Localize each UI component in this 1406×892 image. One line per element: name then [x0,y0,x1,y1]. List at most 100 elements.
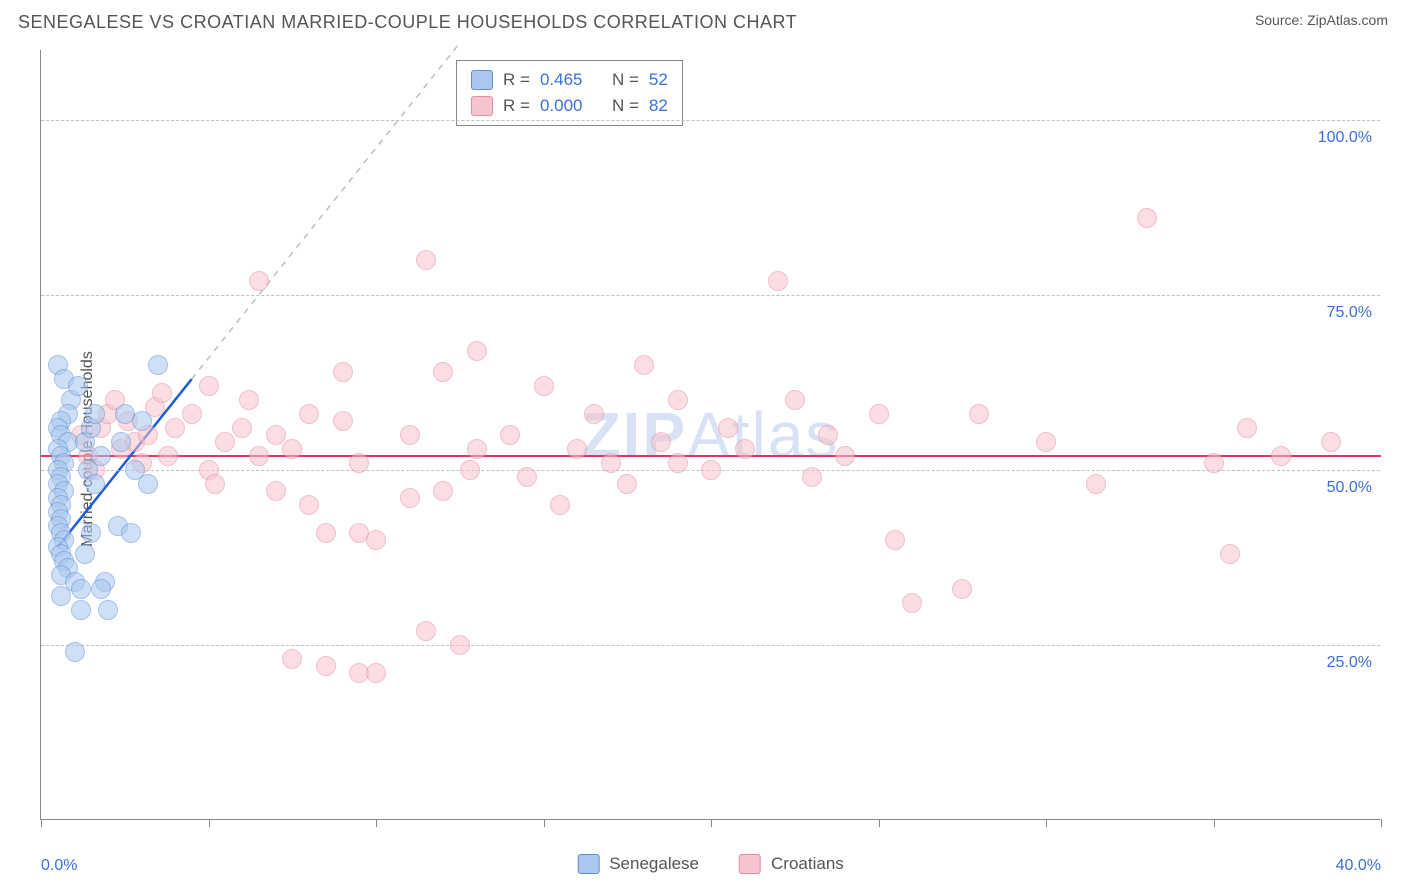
scatter-point-senegalese [75,544,95,564]
stat-r-value: 0.000 [540,93,583,119]
scatter-point-croatians [316,523,336,543]
x-tick [879,819,880,827]
stat-row-a: R = 0.465 N = 52 [471,67,668,93]
scatter-point-croatians [182,404,202,424]
scatter-point-senegalese [71,579,91,599]
scatter-point-croatians [701,460,721,480]
scatter-point-croatians [460,460,480,480]
scatter-point-croatians [718,418,738,438]
legend-label: Croatians [771,854,844,874]
scatter-point-senegalese [91,579,111,599]
scatter-point-croatians [416,250,436,270]
scatter-point-croatians [205,474,225,494]
scatter-point-croatians [152,383,172,403]
scatter-point-croatians [785,390,805,410]
gridline-h [41,295,1380,296]
x-tick [711,819,712,827]
scatter-point-croatians [433,481,453,501]
scatter-point-croatians [165,418,185,438]
swatch-croatians [471,96,493,116]
scatter-point-croatians [1271,446,1291,466]
legend-item-b: Croatians [739,854,844,874]
stats-legend-box: R = 0.465 N = 52 R = 0.000 N = 82 [456,60,683,126]
scatter-point-croatians [1086,474,1106,494]
scatter-point-croatians [316,656,336,676]
scatter-point-croatians [199,376,219,396]
legend-item-a: Senegalese [577,854,699,874]
x-tick [544,819,545,827]
scatter-point-croatians [299,495,319,515]
scatter-point-croatians [534,376,554,396]
scatter-point-croatians [299,404,319,424]
scatter-point-senegalese [71,600,91,620]
scatter-point-croatians [366,663,386,683]
stat-n-value: 52 [649,67,668,93]
source-label: Source: ZipAtlas.com [1255,12,1388,28]
scatter-point-croatians [885,530,905,550]
scatter-point-croatians [467,439,487,459]
scatter-point-croatians [668,453,688,473]
scatter-point-croatians [584,404,604,424]
scatter-point-croatians [668,390,688,410]
x-tick-label: 40.0% [1336,857,1381,875]
scatter-point-croatians [366,530,386,550]
scatter-point-croatians [818,425,838,445]
x-tick [209,819,210,827]
scatter-point-croatians [651,432,671,452]
scatter-point-croatians [416,621,436,641]
scatter-plot-area: ZIPAtlas R = 0.465 N = 52 R = 0.000 N = … [40,50,1380,820]
scatter-point-senegalese [121,523,141,543]
stat-row-b: R = 0.000 N = 82 [471,93,668,119]
scatter-point-croatians [802,467,822,487]
y-tick-label: 50.0% [1327,479,1372,497]
stat-n-label: N = [612,67,639,93]
scatter-point-senegalese [81,523,101,543]
scatter-point-croatians [601,453,621,473]
scatter-point-croatians [550,495,570,515]
scatter-point-senegalese [68,376,88,396]
x-tick [376,819,377,827]
scatter-point-croatians [1036,432,1056,452]
scatter-point-croatians [266,425,286,445]
scatter-point-croatians [249,271,269,291]
scatter-point-senegalese [98,600,118,620]
x-tick-label: 0.0% [41,857,77,875]
y-tick-label: 100.0% [1318,129,1372,147]
scatter-point-croatians [400,425,420,445]
x-tick [1381,819,1382,827]
scatter-point-croatians [1204,453,1224,473]
scatter-point-croatians [249,446,269,466]
scatter-point-croatians [266,481,286,501]
scatter-point-senegalese [91,446,111,466]
scatter-point-croatians [282,649,302,669]
scatter-point-croatians [902,593,922,613]
gridline-h [41,645,1380,646]
scatter-point-croatians [969,404,989,424]
scatter-point-senegalese [148,355,168,375]
scatter-point-croatians [400,488,420,508]
scatter-point-croatians [282,439,302,459]
scatter-point-croatians [952,579,972,599]
scatter-point-croatians [239,390,259,410]
stat-r-value: 0.465 [540,67,583,93]
scatter-point-croatians [1321,432,1341,452]
stat-r-label: R = [503,67,530,93]
scatter-point-croatians [215,432,235,452]
scatter-point-croatians [333,411,353,431]
y-tick-label: 75.0% [1327,304,1372,322]
scatter-point-croatians [768,271,788,291]
scatter-point-croatians [869,404,889,424]
scatter-point-croatians [1220,544,1240,564]
bottom-legend: Senegalese Croatians [577,854,844,874]
scatter-point-croatians [634,355,654,375]
stat-n-value: 82 [649,93,668,119]
swatch-senegalese [471,70,493,90]
scatter-point-croatians [617,474,637,494]
scatter-point-croatians [735,439,755,459]
scatter-point-croatians [567,439,587,459]
x-tick [41,819,42,827]
stat-n-label: N = [612,93,639,119]
y-tick-label: 25.0% [1327,654,1372,672]
legend-swatch-senegalese [577,854,599,874]
scatter-point-senegalese [138,474,158,494]
